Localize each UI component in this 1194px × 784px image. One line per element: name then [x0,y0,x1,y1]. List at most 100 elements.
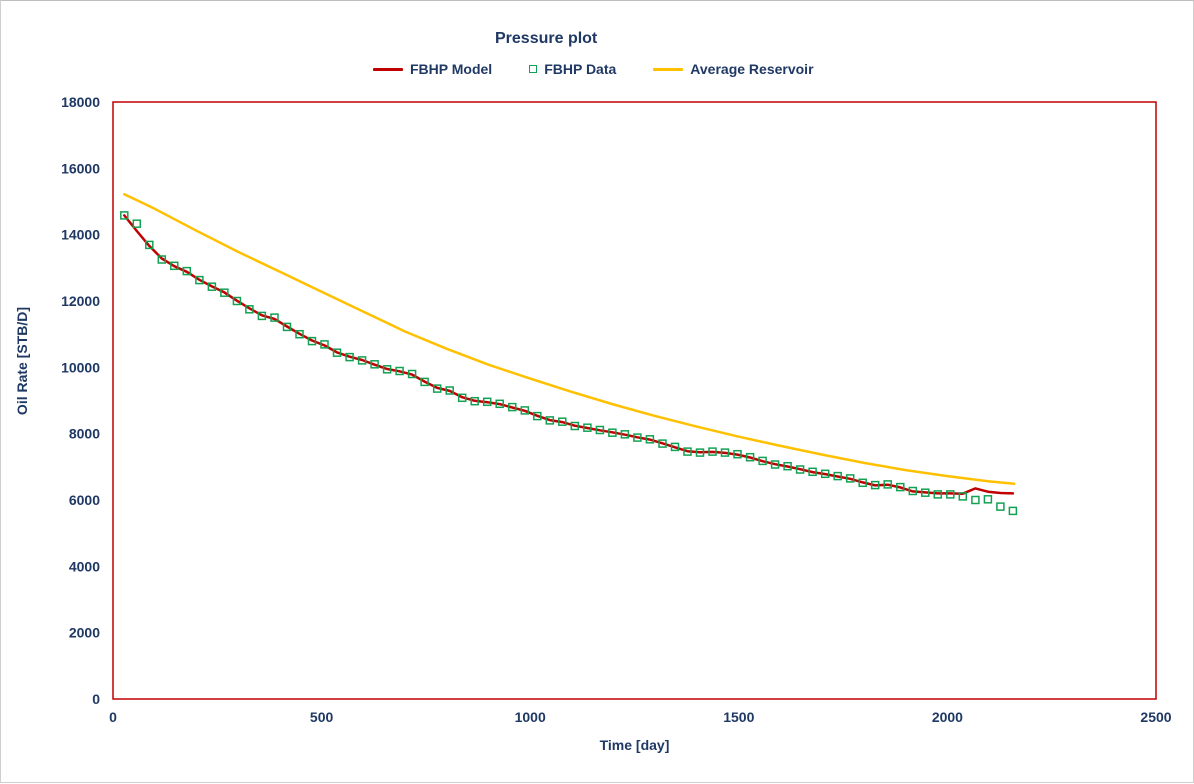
data-point-marker [495,399,504,409]
data-point-marker [558,417,567,426]
legend-label: FBHP Data [544,61,617,77]
data-point-marker [933,490,943,499]
data-point-marker [470,396,479,406]
y-tick-label: 18000 [61,94,100,110]
x-tick-label: 2000 [932,709,963,725]
data-point-marker [357,356,367,365]
data-point-marker [533,411,542,421]
data-point-marker [457,393,467,403]
data-point-marker [545,416,555,425]
data-point-marker [520,406,530,415]
data-point-marker [570,421,580,431]
data-point-marker [232,296,242,306]
data-point-marker [445,386,454,395]
data-point-marker [958,492,968,501]
data-point-marker [257,311,267,321]
data-point-marker [808,467,817,477]
legend-item-average-reservoir[interactable]: Average Reservoir [653,61,814,77]
y-tick-label: 2000 [69,625,100,641]
data-point-marker [820,469,830,479]
data-point-marker [282,322,292,332]
legend-item-fbhp-data[interactable]: FBHP Data [529,61,616,77]
data-point-marker [195,275,204,285]
data-point-marker [870,480,880,490]
data-point-marker [270,313,279,322]
chart-title[interactable]: Pressure plot [495,30,598,47]
data-point-marker [883,480,892,489]
data-point-marker [758,456,767,466]
legend-label: Average Reservoir [690,61,814,77]
chart-legend: FBHP Model FBHP Data Average Reservoir [373,61,814,77]
data-point-marker [608,428,617,437]
data-point-marker [971,495,980,505]
data-point-marker [583,423,592,432]
series-fbhp-model [123,214,1015,495]
data-point-marker [370,360,379,369]
y-tick-label: 0 [92,691,100,707]
data-point-marker [332,348,342,357]
x-tick-label: 1000 [515,709,546,725]
data-point-marker [983,495,993,504]
data-point-marker [845,474,855,483]
data-point-marker [1008,506,1018,516]
data-point-marker [420,377,429,387]
data-point-marker [658,439,667,448]
data-point-marker [795,465,805,474]
legend-label: FBHP Model [410,61,493,77]
data-point-marker [207,282,217,291]
data-point-marker [432,384,442,393]
legend-item-fbhp-model[interactable]: FBHP Model [373,61,492,77]
data-point-marker [157,255,167,264]
data-point-marker [733,449,742,459]
data-point-marker [858,478,867,488]
data-point-marker [921,488,930,497]
legend-line-sample-red [373,67,403,71]
legend-line-sample-yellow [653,67,684,71]
data-point-marker [708,447,717,456]
data-point-marker [620,430,630,439]
x-tick-label: 1500 [723,709,754,725]
data-point-marker [482,397,492,407]
data-point-marker [770,460,780,469]
data-point-marker [132,219,142,228]
legend-square-sample-green [529,65,538,73]
data-point-marker [220,288,229,297]
x-axis-title[interactable]: Time [day] [599,737,670,753]
x-tick-label: 0 [109,709,117,725]
data-point-marker [407,369,417,379]
data-point-marker [145,240,154,250]
data-point-marker [670,442,680,452]
data-point-marker [382,365,392,374]
y-tick-label: 14000 [61,227,100,243]
data-point-marker [996,502,1005,511]
y-tick-label: 12000 [61,293,100,309]
data-point-marker [245,305,254,314]
data-point-marker [896,482,905,492]
data-point-marker [182,266,192,276]
data-point-marker [170,261,179,271]
data-point-marker [645,435,655,444]
data-point-marker [307,336,317,346]
y-axis-title[interactable]: Oil Rate [STB/D] [14,306,30,416]
data-point-marker [745,452,755,462]
y-tick-label: 6000 [69,492,100,508]
data-point-marker [120,211,129,220]
y-tick-label: 16000 [61,160,100,176]
data-point-marker [633,433,642,442]
data-point-marker [320,340,329,349]
data-point-marker [508,402,517,412]
data-point-marker [720,448,730,457]
x-tick-label: 500 [310,709,334,725]
y-tick-label: 4000 [69,558,100,574]
data-point-marker [908,486,918,496]
data-point-marker [595,425,605,435]
data-point-marker [395,366,404,376]
y-tick-label: 8000 [69,426,100,442]
data-point-marker [295,329,304,339]
data-point-marker [695,448,705,457]
plot-frame [112,101,1157,700]
x-tick-label: 2500 [1140,709,1171,725]
series-average-reservoir [123,192,1016,485]
